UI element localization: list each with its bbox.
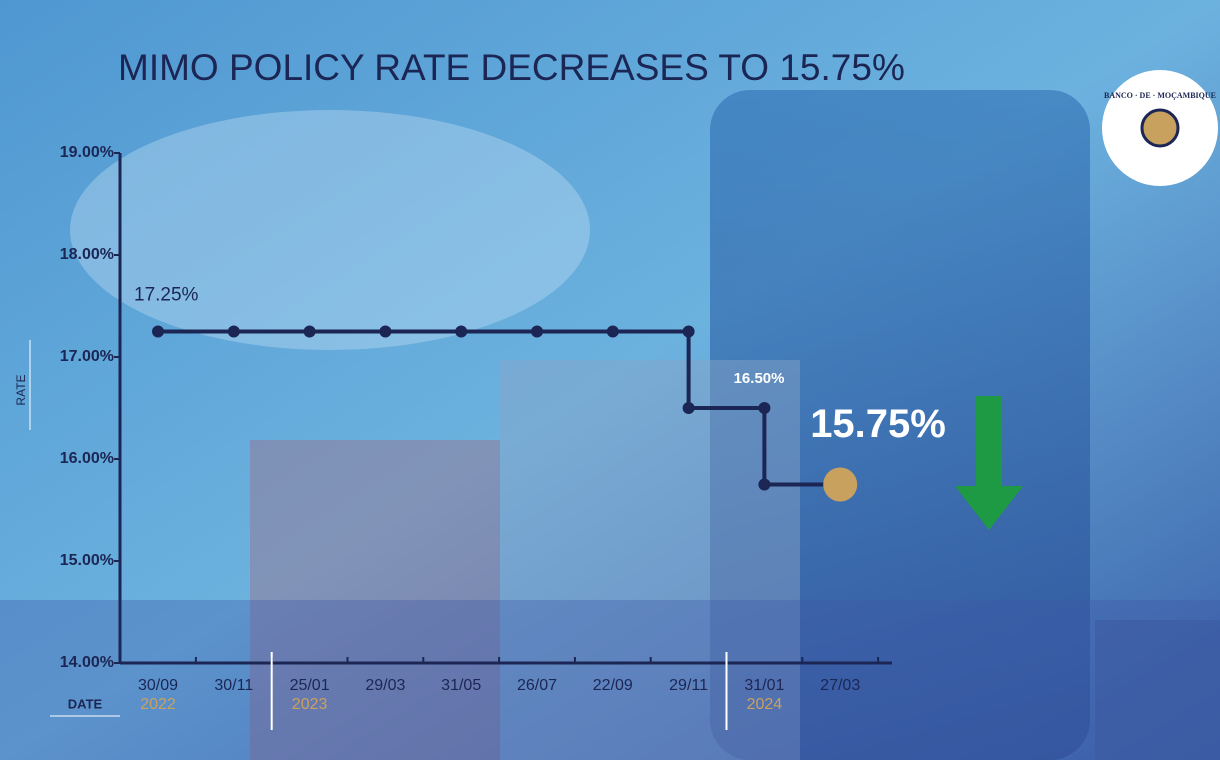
arrow-head bbox=[955, 486, 1023, 530]
marker bbox=[227, 325, 240, 338]
logo-text: BANCO · DE · MOÇAMBIQUE bbox=[1104, 91, 1216, 100]
x-tick-label: 22/09 bbox=[593, 677, 633, 694]
x-tick-label: 27/03 bbox=[820, 677, 860, 694]
x-tick-label: 31/05 bbox=[441, 677, 481, 694]
x-tick-label: 30/09 bbox=[138, 677, 178, 694]
chart-title: MIMO POLICY RATE DECREASES TO 15.75% bbox=[118, 47, 905, 88]
highlight-marker bbox=[823, 467, 858, 502]
y-tick-label: 19.00% bbox=[60, 144, 114, 161]
marker bbox=[606, 325, 619, 338]
marker bbox=[531, 325, 543, 338]
y-tick-label: 18.00% bbox=[60, 246, 114, 263]
y-tick-label: 14.00% bbox=[60, 654, 114, 671]
building bbox=[500, 360, 800, 760]
arrow-shaft bbox=[976, 396, 1002, 488]
tower bbox=[710, 90, 1090, 760]
marker bbox=[758, 478, 771, 491]
year-label: 2024 bbox=[747, 696, 783, 713]
logo-emblem bbox=[1140, 108, 1180, 148]
y-tick-label: 15.00% bbox=[60, 552, 114, 569]
x-tick-label: 30/11 bbox=[214, 677, 253, 694]
step-corner-marker bbox=[758, 402, 771, 414]
x-tick-label: 25/01 bbox=[290, 677, 330, 694]
y-axis-label: RATE bbox=[14, 374, 28, 405]
marker bbox=[455, 325, 468, 338]
down-arrow bbox=[955, 396, 1023, 530]
year-label: 2022 bbox=[140, 696, 176, 713]
cloud bbox=[70, 110, 590, 350]
year-label: 2023 bbox=[292, 696, 328, 713]
marker bbox=[152, 325, 164, 338]
x-tick-label: 29/11 bbox=[669, 677, 708, 694]
step-corner-marker bbox=[682, 325, 695, 338]
x-tick-label: 29/03 bbox=[365, 677, 405, 694]
y-tick-label: 16.00% bbox=[60, 450, 114, 467]
y-tick-label: 17.00% bbox=[60, 348, 114, 365]
x-tick-label: 31/01 bbox=[744, 677, 784, 694]
x-axis-label: DATE bbox=[68, 696, 103, 711]
value-label-highlight: 15.75% bbox=[810, 402, 946, 446]
building bbox=[250, 440, 500, 760]
marker bbox=[682, 402, 695, 414]
x-tick-label: 26/07 bbox=[517, 677, 557, 694]
marker bbox=[379, 325, 392, 338]
haze bbox=[0, 600, 1220, 760]
marker bbox=[303, 325, 316, 338]
value-label: 17.25% bbox=[134, 285, 199, 306]
building bbox=[1095, 620, 1220, 760]
value-label: 16.50% bbox=[734, 370, 785, 387]
